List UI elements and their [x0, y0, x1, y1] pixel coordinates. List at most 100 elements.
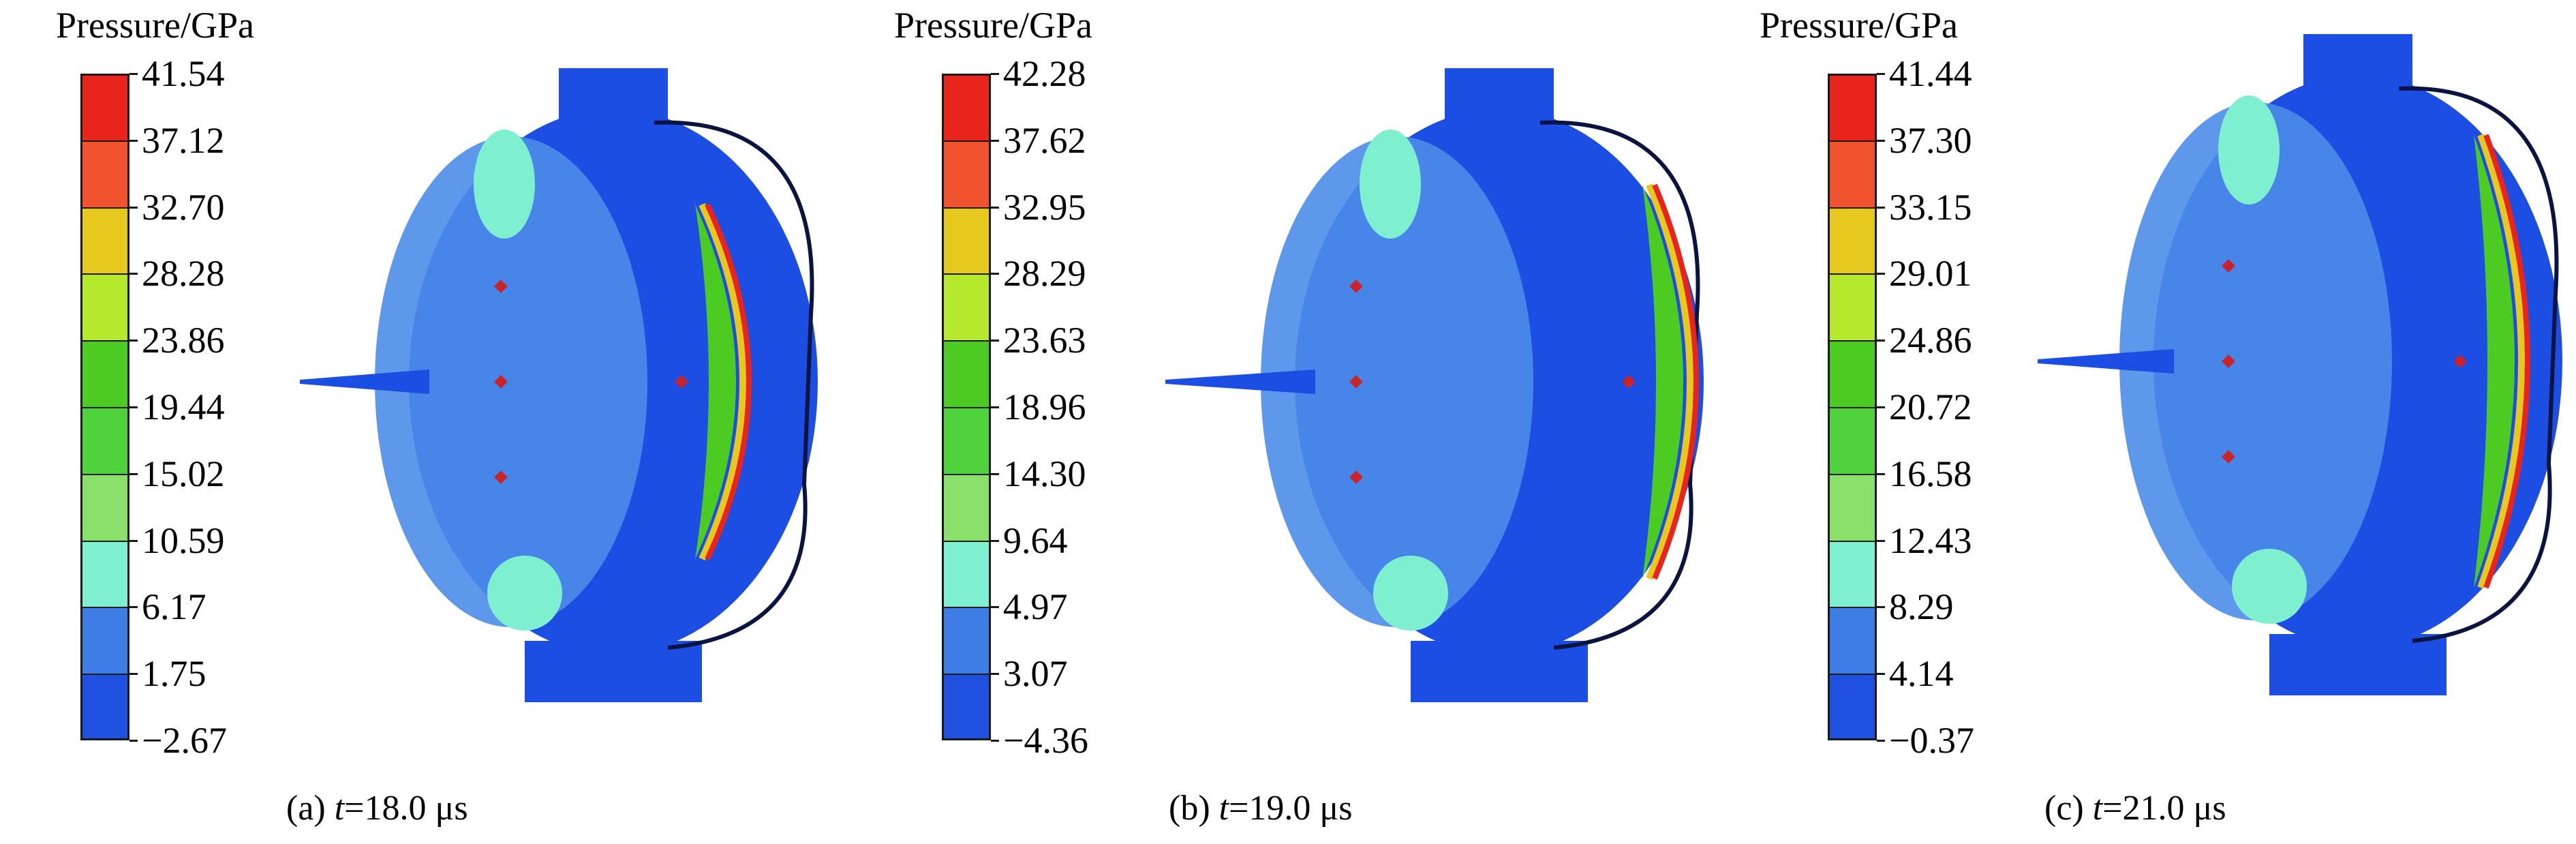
- domain-rim: [1539, 120, 1700, 650]
- expansion-region: [2119, 102, 2392, 620]
- legend-title-b: Pressure/GPa: [894, 5, 1092, 46]
- colorbar-tick-label: 4.14: [1889, 653, 1954, 695]
- colorbar-tick-mark: [129, 206, 138, 209]
- colorbar-tick-mark: [991, 673, 999, 676]
- colorbar-tick-label: 33.15: [1889, 186, 1972, 228]
- colorbar-tick-mark: [129, 406, 138, 408]
- colorbar-tick-mark: [1877, 673, 1885, 676]
- colorbar-tick-label: 42.28: [1003, 53, 1086, 94]
- colorbar-segment: [80, 407, 129, 474]
- colorbar-tick-mark: [129, 73, 138, 75]
- colorbar-a: [80, 74, 129, 740]
- colorbar-segment: [942, 140, 991, 207]
- colorbar-tick-label: 4.97: [1003, 586, 1068, 628]
- colorbar-segment: [80, 340, 129, 407]
- colorbar-tick-mark: [991, 740, 999, 742]
- colorbar-tick-label: 15.02: [142, 453, 225, 494]
- colorbar-segment: [942, 540, 991, 607]
- colorbar-tick-label: 20.72: [1889, 387, 1972, 427]
- colorbar-tick-label: 32.70: [142, 186, 225, 228]
- caption-var-c: t: [2092, 789, 2103, 828]
- colorbar-tick-mark: [991, 606, 999, 609]
- gauge-marker: [675, 375, 688, 389]
- colorbar-tick-mark: [129, 139, 138, 142]
- gauge-marker: [494, 375, 508, 389]
- colorbar-segment: [942, 273, 991, 341]
- caption-value-c: =21.0 μs: [2102, 789, 2226, 828]
- lower-lobe: [487, 556, 562, 631]
- colorbar-segment: [80, 207, 129, 274]
- colorbar-segment: [942, 674, 991, 740]
- colorbar-segment: [80, 473, 129, 541]
- colorbar-tick-label: 16.58: [1889, 453, 1972, 494]
- colorbar-segment: [942, 340, 991, 407]
- colorbar-tick-label: 18.96: [1003, 387, 1086, 427]
- caption-c: (c) t=21.0 μs: [2044, 788, 2226, 828]
- colorbar-segment: [1828, 407, 1877, 474]
- shock-front-yellow: [1646, 183, 1693, 580]
- colorbar-tick-label: 14.30: [1003, 453, 1086, 494]
- colorbar-segment: [80, 607, 129, 674]
- colorbar-b: [942, 74, 991, 740]
- colorbar-frame: [80, 74, 129, 740]
- colorbar-tick-label: 37.30: [1889, 119, 1972, 161]
- colorbar-tick-mark: [129, 340, 138, 342]
- colorbar-tick-mark: [1877, 406, 1885, 408]
- colorbar-tick-label: 24.86: [1889, 320, 1972, 361]
- pressure-field-c: [2038, 34, 2562, 695]
- colorbar-tick-mark: [1877, 139, 1885, 142]
- domain-rim: [2398, 86, 2559, 643]
- colorbar-tick-mark: [991, 73, 999, 75]
- colorbar-segment: [80, 74, 129, 140]
- caption-value-b: =19.0 μs: [1229, 789, 1353, 828]
- colorbar-tick-label: −0.37: [1889, 720, 1974, 761]
- shock-front-inner: [1642, 185, 1683, 579]
- panel-b: Pressure/GPa (b) t=19.0 μs 42.28 37.62 32.…: [859, 0, 1717, 844]
- shock-front-inner: [695, 205, 736, 559]
- shock-front-red: [2483, 134, 2530, 589]
- caption-var-a: t: [334, 789, 345, 828]
- pressure-field-a: [300, 68, 818, 702]
- upper-lobe: [2218, 95, 2280, 205]
- shock-front-yellow: [2477, 134, 2525, 589]
- pressure-field-b: [1165, 68, 1704, 702]
- colorbar-tick-mark: [1877, 340, 1885, 342]
- colorbar-tick-label: 6.17: [142, 586, 206, 628]
- gauge-marker: [1349, 375, 1363, 389]
- colorbar-segment: [1828, 340, 1877, 407]
- gauge-marker: [1349, 280, 1363, 293]
- colorbar-tick-label: 9.64: [1003, 519, 1068, 561]
- domain-rim: [654, 120, 814, 650]
- jet-spike: [2038, 349, 2174, 374]
- caption-var-b: t: [1218, 789, 1229, 828]
- colorbar-tick-label: 23.63: [1003, 320, 1086, 361]
- gauge-marker: [1622, 375, 1636, 389]
- colorbar-segment: [942, 74, 991, 140]
- expansion-region: [375, 136, 647, 627]
- colorbar-tick-mark: [129, 472, 138, 475]
- colorbar-segment: [1828, 140, 1877, 207]
- shock-front-red: [1652, 183, 1699, 580]
- panel-a: Pressure/GPa (a) t=18.0 μs 41.54 37.12 32.…: [0, 0, 859, 844]
- colorbar-tick-label: 3.07: [1003, 653, 1068, 695]
- legend-title-c: Pressure/GPa: [1760, 5, 1958, 46]
- colorbar-tick-mark: [1877, 740, 1885, 742]
- colorbar-tick-mark: [129, 606, 138, 609]
- colorbar-segment: [1828, 607, 1877, 674]
- colorbar-tick-label: 23.86: [142, 320, 225, 361]
- caption-prefix-b: (b): [1169, 789, 1219, 828]
- jet-spike: [300, 370, 429, 394]
- colorbar-tick-mark: [991, 472, 999, 475]
- colorbar-tick-mark: [991, 406, 999, 408]
- colorbar-tick-mark: [1877, 472, 1885, 475]
- colorbar-tick-label: 37.62: [1003, 119, 1086, 161]
- colorbar-tick-label: 28.28: [142, 253, 225, 295]
- colorbar-tick-label: 28.29: [1003, 253, 1086, 295]
- colorbar-segment: [942, 407, 991, 474]
- colorbar-tick-mark: [129, 740, 138, 742]
- colorbar-tick-mark: [129, 273, 138, 275]
- colorbar-c: [1828, 74, 1877, 740]
- colorbar-tick-label: 10.59: [142, 519, 225, 561]
- legend-title-a: Pressure/GPa: [56, 5, 254, 46]
- colorbar-tick-mark: [1877, 73, 1885, 75]
